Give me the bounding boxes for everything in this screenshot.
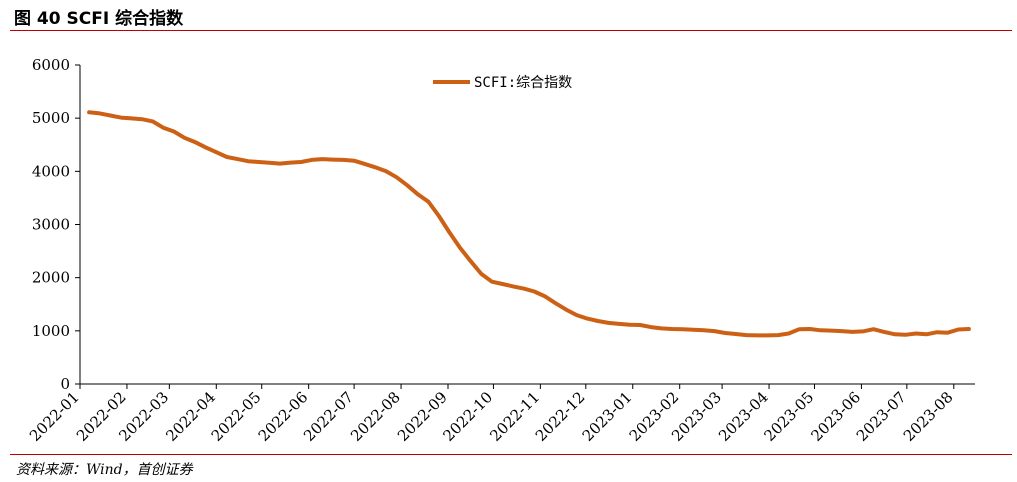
y-tick-label: 4000	[32, 162, 70, 180]
y-tick-label: 2000	[32, 269, 70, 287]
x-tick-label: 2023-05	[760, 388, 817, 445]
y-tick-label: 0	[60, 375, 70, 393]
x-tick-label: 2022-01	[26, 388, 83, 445]
x-axis-ticks: 2022-012022-022022-032022-042022-052022-…	[26, 384, 957, 445]
scfi-line-chart: 0 1000 2000 3000 4000 5000 6000 2022-012022-02…	[26, 56, 975, 445]
series-layer	[87, 110, 971, 338]
x-tick-label: 2023-07	[853, 388, 910, 445]
x-tick-label: 2023-01	[579, 388, 636, 445]
y-axis-ticks: 0 1000 2000 3000 4000 5000 6000	[32, 56, 80, 393]
x-tick-label: 2022-10	[439, 388, 496, 445]
y-tick-label: 6000	[32, 56, 70, 74]
y-tick-label: 1000	[32, 322, 70, 340]
x-tick-label: 2022-12	[532, 388, 589, 445]
y-tick-label: 3000	[32, 216, 70, 234]
chart-legend: SCFI:综合指数	[433, 75, 572, 91]
source-rule	[10, 454, 1012, 455]
chart-axes	[79, 65, 975, 385]
x-tick-label: 2022-08	[347, 388, 404, 445]
x-tick-label: 2022-07	[300, 388, 357, 445]
y-tick-label: 5000	[32, 109, 70, 127]
source-note: 资料来源：Wind，首创证券	[16, 462, 193, 478]
x-tick-label: 2023-08	[900, 388, 957, 445]
x-tick-label: 2022-05	[208, 388, 265, 445]
figure-title: 图 40 SCFI 综合指数	[14, 9, 184, 29]
series-line-scfi	[87, 110, 971, 338]
title-rule	[10, 30, 1012, 31]
legend-label: SCFI:综合指数	[474, 75, 572, 91]
